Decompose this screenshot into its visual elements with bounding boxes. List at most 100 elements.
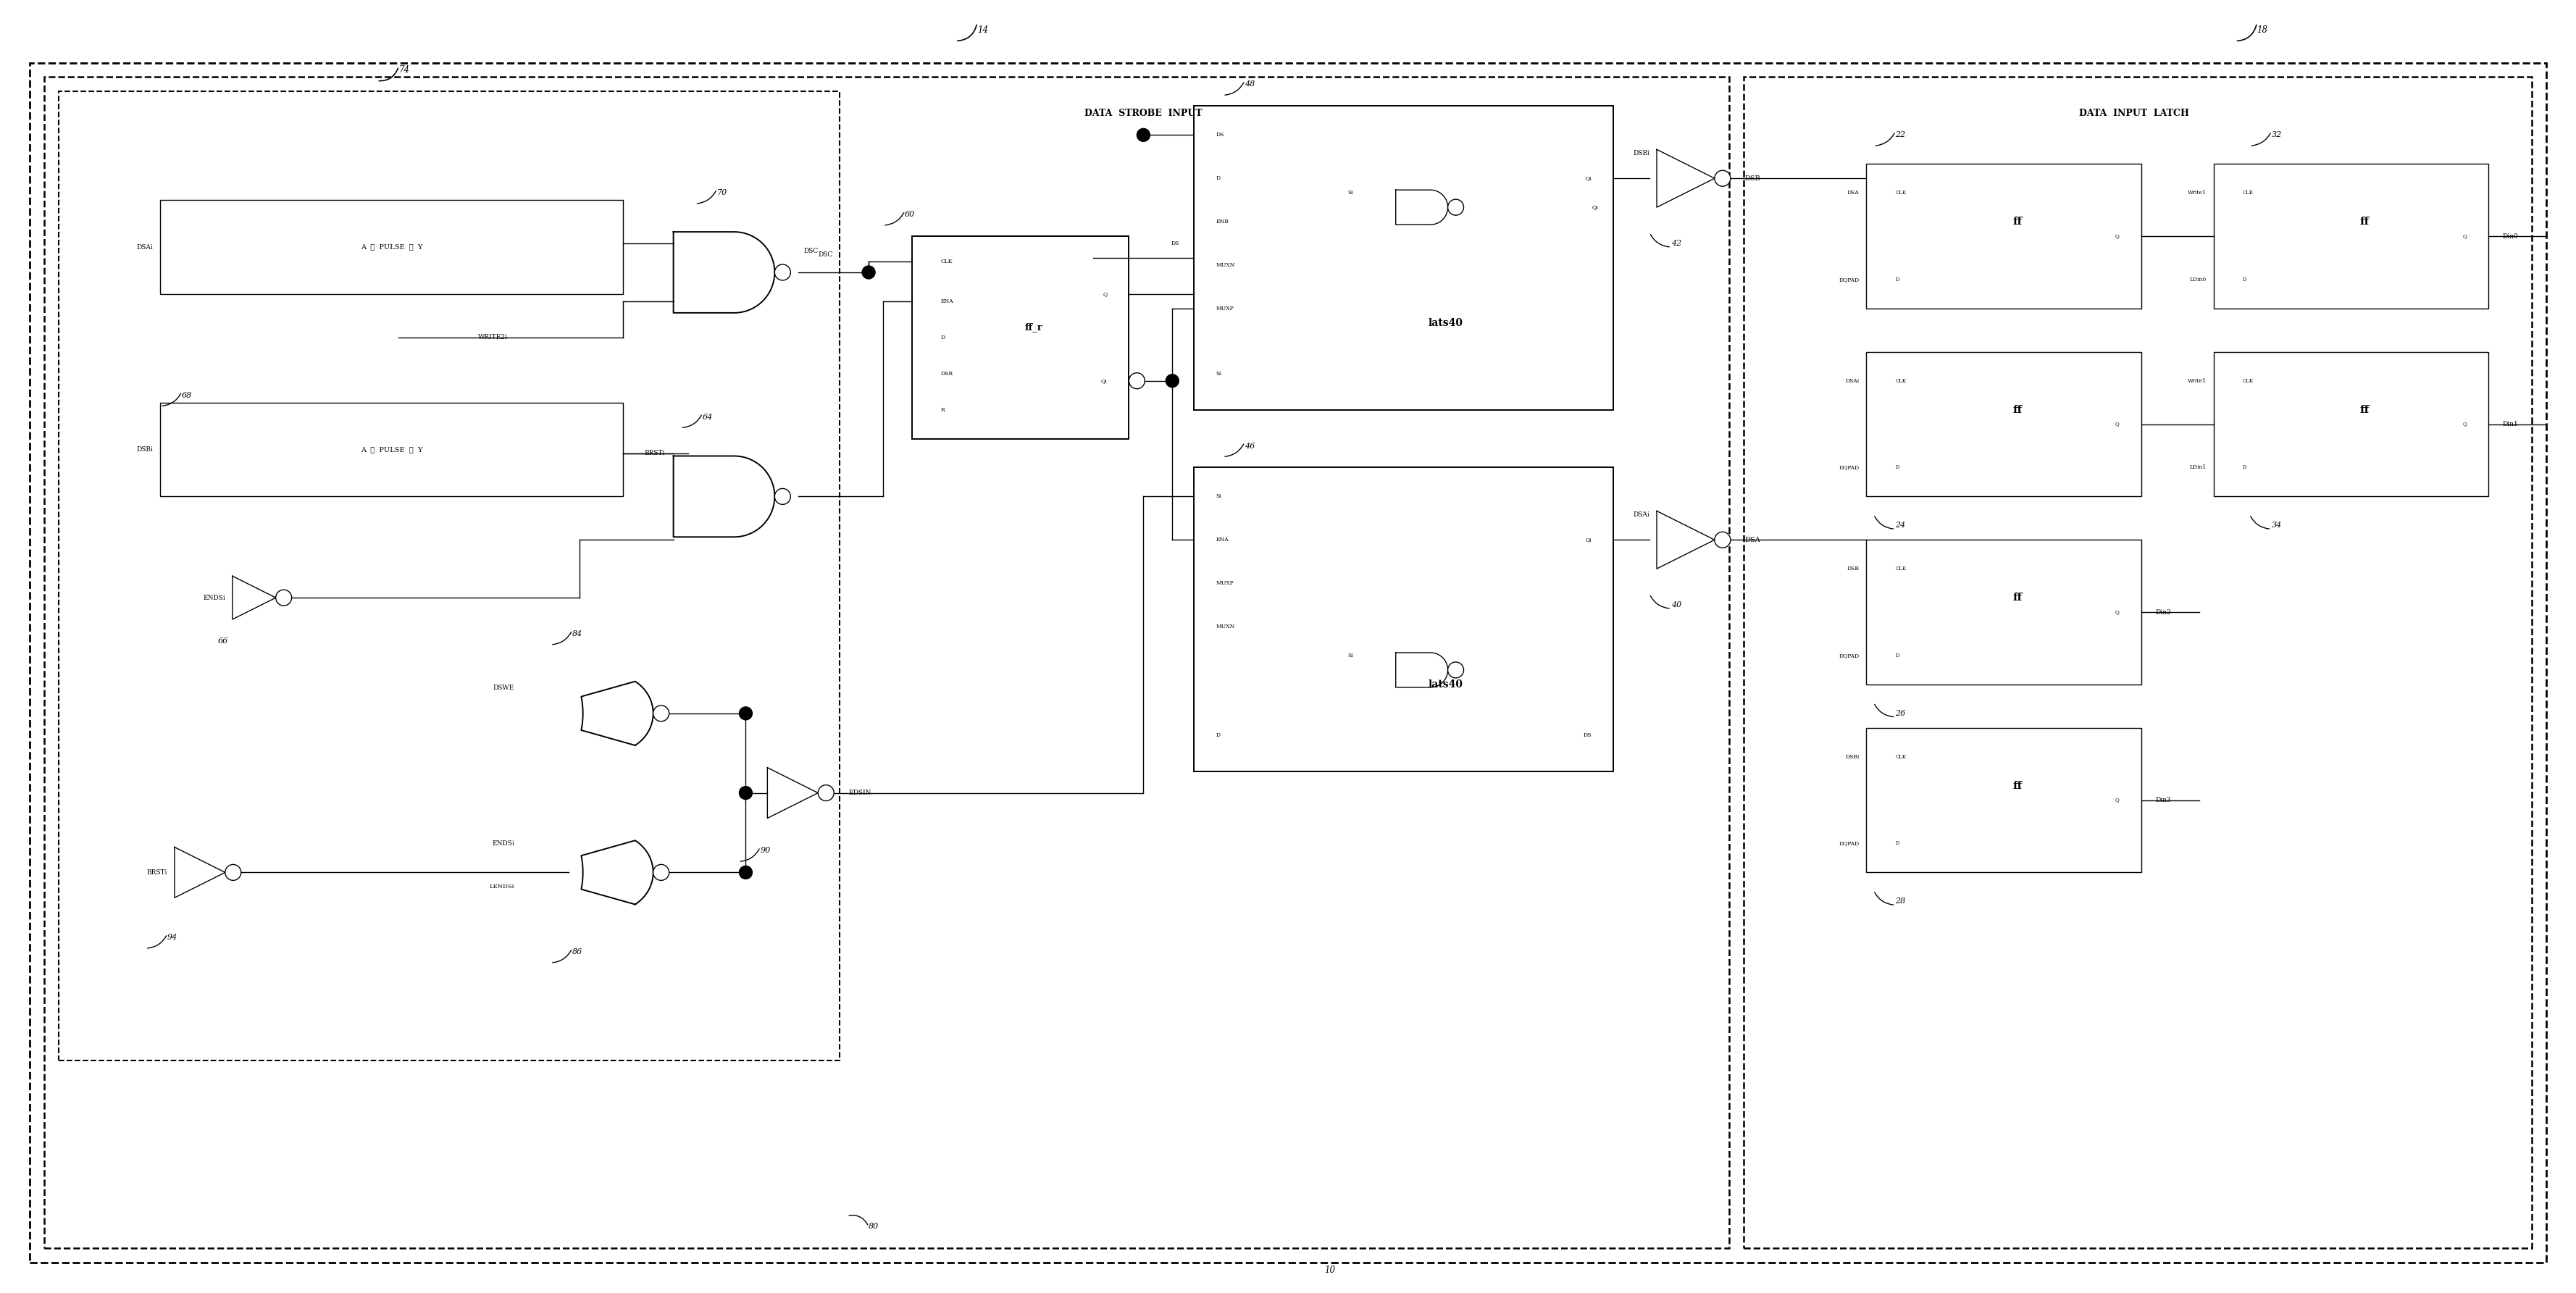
Text: Q: Q bbox=[2463, 233, 2468, 239]
Text: DSB: DSB bbox=[1744, 175, 1762, 181]
Text: ff: ff bbox=[2012, 592, 2022, 603]
Text: Qi: Qi bbox=[1584, 176, 1592, 181]
Bar bbox=[160, 200, 623, 294]
Text: 94: 94 bbox=[167, 934, 178, 941]
Text: DATA  STROBE  INPUT: DATA STROBE INPUT bbox=[1084, 109, 1203, 118]
Text: MUXP: MUXP bbox=[1216, 581, 1234, 586]
Text: Si: Si bbox=[1216, 371, 1221, 376]
Bar bbox=[1868, 728, 2141, 873]
Text: LDin1: LDin1 bbox=[2190, 464, 2205, 471]
Circle shape bbox=[654, 706, 670, 721]
Text: D: D bbox=[1896, 653, 1899, 658]
Bar bbox=[1868, 352, 2141, 497]
Text: D: D bbox=[1896, 464, 1899, 471]
Text: Din2: Din2 bbox=[2156, 609, 2172, 615]
Polygon shape bbox=[1396, 653, 1448, 688]
Text: ENDSi: ENDSi bbox=[204, 595, 224, 601]
Text: 10: 10 bbox=[1324, 1266, 1334, 1275]
Text: DSBi: DSBi bbox=[137, 446, 152, 453]
Text: 14: 14 bbox=[976, 26, 989, 35]
Circle shape bbox=[739, 786, 752, 799]
Text: ff: ff bbox=[2012, 781, 2022, 791]
Text: Qi: Qi bbox=[1584, 537, 1592, 543]
Text: MUXN: MUXN bbox=[1216, 623, 1234, 630]
Text: ENA: ENA bbox=[1216, 537, 1229, 543]
Circle shape bbox=[1167, 374, 1180, 388]
Circle shape bbox=[739, 707, 752, 720]
Text: ff: ff bbox=[2012, 405, 2022, 415]
Text: Qi: Qi bbox=[1100, 378, 1108, 384]
Bar bbox=[1195, 468, 1613, 771]
Text: DSC: DSC bbox=[819, 251, 832, 257]
Text: 86: 86 bbox=[572, 948, 582, 956]
Text: DSR: DSR bbox=[940, 371, 953, 376]
Text: Si: Si bbox=[1347, 190, 1352, 195]
Text: WRITE2i: WRITE2i bbox=[479, 334, 507, 340]
Circle shape bbox=[819, 785, 835, 800]
Text: CLK: CLK bbox=[2241, 378, 2254, 384]
Text: 68: 68 bbox=[183, 392, 193, 398]
Text: DQPAD: DQPAD bbox=[1839, 653, 1860, 658]
Text: MUXN: MUXN bbox=[1216, 262, 1234, 268]
Text: 84: 84 bbox=[572, 630, 582, 637]
Text: 34: 34 bbox=[2272, 522, 2282, 529]
Text: Q: Q bbox=[2463, 422, 2468, 427]
Text: Q: Q bbox=[2115, 233, 2120, 239]
Text: DSAi: DSAi bbox=[1633, 511, 1649, 517]
Text: ff: ff bbox=[2360, 405, 2370, 415]
Polygon shape bbox=[672, 231, 775, 313]
Text: CLK: CLK bbox=[1896, 190, 1906, 195]
Text: DS: DS bbox=[1216, 132, 1224, 138]
Text: 42: 42 bbox=[1672, 239, 1682, 247]
Text: 80: 80 bbox=[868, 1223, 878, 1231]
Text: DSAi: DSAi bbox=[137, 244, 152, 251]
Bar bbox=[160, 402, 623, 497]
Text: 40: 40 bbox=[1672, 601, 1682, 609]
Text: Q: Q bbox=[2115, 609, 2120, 615]
Text: 46: 46 bbox=[1244, 442, 1255, 450]
Circle shape bbox=[1448, 662, 1463, 678]
Text: Write1: Write1 bbox=[2187, 190, 2205, 195]
Text: LENDSi: LENDSi bbox=[489, 884, 515, 890]
Text: CLK: CLK bbox=[2241, 190, 2254, 195]
Text: Q: Q bbox=[2115, 422, 2120, 427]
Text: Si: Si bbox=[1216, 494, 1221, 499]
Text: DSB: DSB bbox=[1847, 566, 1860, 572]
Text: R: R bbox=[940, 407, 945, 412]
Text: ENB: ENB bbox=[1216, 219, 1229, 225]
Text: 48: 48 bbox=[1244, 80, 1255, 88]
Circle shape bbox=[739, 866, 752, 879]
Text: MUXP: MUXP bbox=[1216, 305, 1234, 312]
Text: 24: 24 bbox=[1896, 522, 1906, 529]
Text: 28: 28 bbox=[1896, 897, 1906, 905]
Text: D: D bbox=[1216, 732, 1221, 738]
Text: 64: 64 bbox=[703, 414, 714, 420]
Bar bbox=[1744, 78, 2532, 1248]
Polygon shape bbox=[232, 575, 276, 619]
Text: CLK: CLK bbox=[940, 259, 953, 264]
Circle shape bbox=[1128, 372, 1144, 389]
Text: CLK: CLK bbox=[1896, 566, 1906, 572]
Bar bbox=[1195, 106, 1613, 410]
Text: DSWE: DSWE bbox=[492, 685, 515, 692]
Text: D: D bbox=[940, 335, 945, 340]
Bar bbox=[59, 92, 840, 1060]
Text: D: D bbox=[2241, 464, 2246, 471]
Text: ENA: ENA bbox=[940, 299, 953, 304]
Text: 70: 70 bbox=[716, 189, 726, 197]
Circle shape bbox=[1136, 128, 1149, 141]
Text: DQPAD: DQPAD bbox=[1839, 840, 1860, 847]
Bar bbox=[912, 237, 1128, 438]
Text: 60: 60 bbox=[904, 211, 914, 219]
Bar bbox=[2213, 164, 2488, 309]
Text: Si: Si bbox=[1347, 653, 1352, 658]
Text: lats40: lats40 bbox=[1427, 318, 1463, 328]
Text: DSA: DSA bbox=[1744, 537, 1759, 543]
Text: DSA: DSA bbox=[1847, 190, 1860, 195]
Text: LDin0: LDin0 bbox=[2190, 277, 2205, 282]
Circle shape bbox=[276, 590, 291, 605]
Text: Write1: Write1 bbox=[2187, 378, 2205, 384]
Circle shape bbox=[1716, 171, 1731, 186]
Text: 22: 22 bbox=[1896, 132, 1906, 138]
Polygon shape bbox=[582, 681, 654, 745]
